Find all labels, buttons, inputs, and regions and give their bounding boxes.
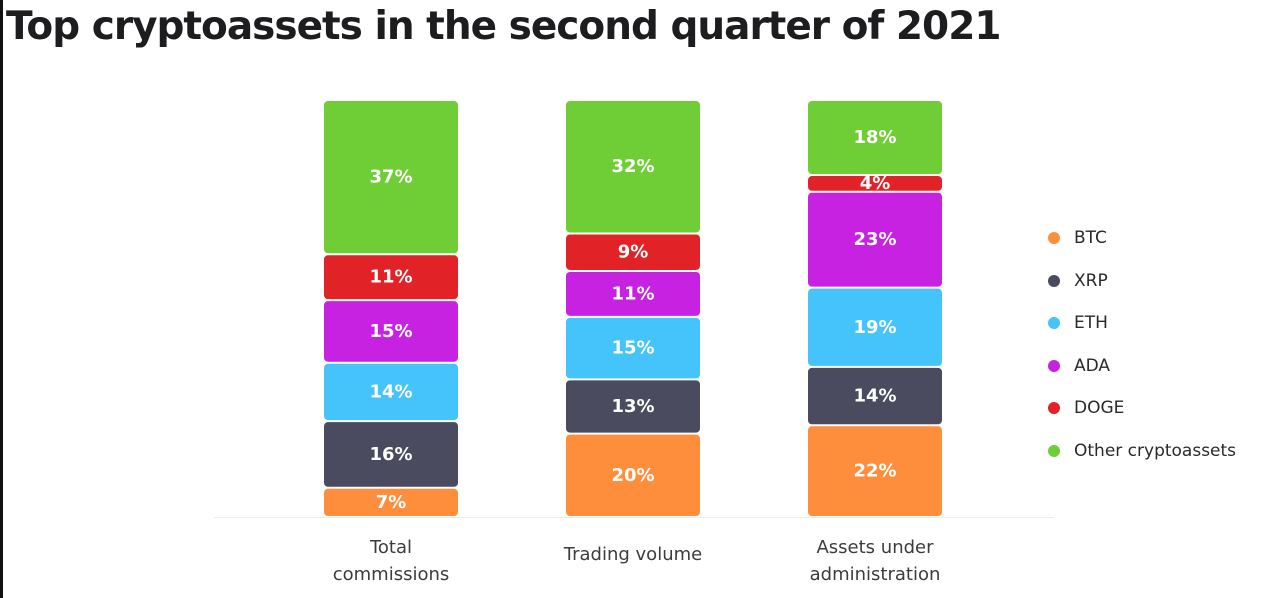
legend-item-btc: BTC [1048,227,1268,249]
legend: BTC XRP ETH ADA DOGE Other cryptoassets [1048,227,1268,482]
legend-label-ada: ADA [1074,355,1111,376]
data-label-doge: 9% [618,242,649,263]
legend-label-doge: DOGE [1074,398,1125,418]
legend-dot-other-cryptoassets [1048,444,1060,457]
data-label-xrp: 16% [369,444,412,465]
bar-segment-eth [566,317,700,379]
data-label-ada: 11% [611,283,654,304]
bar-segment-ada [324,301,458,362]
data-label-other-cryptoassets: 18% [853,127,896,148]
bar-segment-xrp [808,367,942,425]
bar-segment-other-cryptoassets [324,101,458,254]
legend-label-eth: ETH [1074,313,1108,333]
bar-segment-ada [808,192,942,287]
bar-segment-btc [808,426,942,516]
bar-segment-other-cryptoassets [566,101,700,233]
data-label-xrp: 14% [853,386,896,407]
legend-item-eth: ETH [1048,312,1268,334]
x-tick-label: Trading volume [563,544,702,565]
data-label-doge: 11% [369,267,412,288]
legend-item-ada: ADA [1048,355,1268,377]
bar-segment-ada [566,271,700,316]
legend-item-xrp: XRP [1048,270,1268,292]
data-label-btc: 22% [853,461,896,482]
data-label-xrp: 13% [611,396,654,417]
bar-segment-other-cryptoassets [808,101,942,175]
x-tick-label: Assets under administration [810,537,941,585]
bar-stack-assets-under-administration: 22% 14% 19% 23% 4% 18% [808,101,942,516]
bar-segment-eth [808,288,942,366]
bar-stack-total-commissions: 7% 16% 14% 15% 11% 37% [324,101,458,516]
legend-dot-btc [1048,232,1060,244]
x-tick-label: Total commissions [333,537,450,585]
bar-segment-doge [566,234,700,270]
bar-segment-btc [566,434,700,516]
bar-stack-trading-volume: 20% 13% 15% 11% 9% 32% [566,101,700,516]
data-label-other-cryptoassets: 32% [611,156,654,177]
legend-dot-ada [1048,359,1060,372]
data-label-btc: 7% [376,492,407,513]
legend-dot-eth [1048,317,1060,329]
data-label-ada: 15% [369,321,412,342]
data-label-doge: 4% [860,173,891,194]
data-label-eth: 14% [369,381,412,402]
legend-dot-xrp [1048,274,1060,287]
legend-label-xrp: XRP [1074,270,1108,291]
legend-item-doge: DOGE [1048,397,1268,419]
legend-dot-doge [1048,402,1060,414]
legend-label-btc: BTC [1074,228,1107,248]
bar-segment-xrp [324,422,458,487]
left-edge-border [0,0,3,598]
bar-segment-doge [324,255,458,300]
bar-segment-xrp [566,380,700,433]
bar-segment-eth [324,363,458,421]
data-label-eth: 19% [853,317,896,338]
data-label-eth: 15% [611,338,654,359]
data-label-btc: 20% [611,465,654,486]
bar-segment-btc [324,488,458,516]
bar-segment-doge [808,176,942,191]
data-label-other-cryptoassets: 37% [369,167,412,188]
legend-item-other-cryptoassets: Other cryptoassets [1048,440,1268,462]
legend-label-other-cryptoassets: Other cryptoassets [1074,440,1237,461]
data-label-ada: 23% [853,229,896,250]
chart-title: Top cryptoassets in the second quarter o… [6,4,1001,49]
